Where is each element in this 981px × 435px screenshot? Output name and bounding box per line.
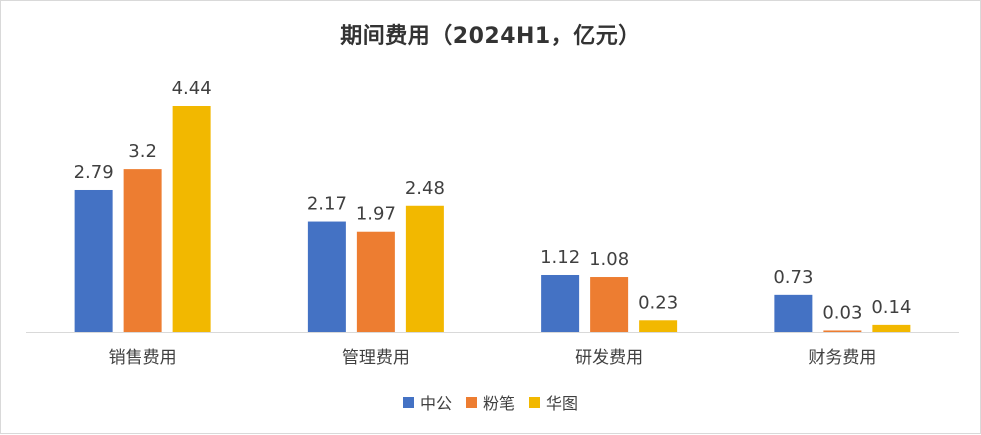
data-label-1-0: 2.17 bbox=[307, 194, 347, 215]
legend-swatch-fenbi bbox=[465, 396, 477, 408]
category-label-1: 管理费用 bbox=[342, 348, 410, 368]
legend-label-zhonggong: 中公 bbox=[419, 394, 452, 413]
data-label-0-0: 2.79 bbox=[74, 162, 114, 183]
bar-0-2 bbox=[172, 106, 211, 332]
data-label-3-2: 0.14 bbox=[871, 297, 911, 318]
legend-label-fenbi: 粉笔 bbox=[482, 394, 515, 413]
data-label-2-0: 1.12 bbox=[540, 247, 580, 268]
bar-1-2 bbox=[405, 205, 444, 332]
bar-3-2 bbox=[872, 324, 911, 332]
legend-label-huatu: 华图 bbox=[546, 394, 579, 413]
data-label-0-1: 3.2 bbox=[128, 141, 157, 162]
legend-swatch-zhonggong bbox=[402, 396, 414, 408]
bar-3-1 bbox=[823, 330, 862, 332]
legend-item-zhonggong: 中公 bbox=[402, 390, 452, 414]
bar-1-1 bbox=[356, 231, 395, 332]
category-label-2: 研发费用 bbox=[575, 348, 643, 368]
bar-2-1 bbox=[590, 277, 629, 332]
bar-2-0 bbox=[541, 274, 580, 332]
data-label-0-2: 4.44 bbox=[172, 78, 212, 99]
bar-1-0 bbox=[307, 221, 346, 332]
legend: 中公 粉笔 华图 bbox=[1, 390, 980, 414]
bar-2-2 bbox=[639, 320, 678, 332]
legend-swatch-huatu bbox=[529, 396, 540, 408]
legend-item-fenbi: 粉笔 bbox=[465, 390, 515, 414]
bar-0-0 bbox=[74, 189, 113, 332]
data-label-2-1: 1.08 bbox=[589, 249, 629, 270]
data-label-1-2: 2.48 bbox=[405, 178, 445, 199]
bar-3-0 bbox=[774, 294, 813, 332]
chart-title: 期间费用（2024H1，亿元） bbox=[340, 24, 641, 49]
category-label-0: 销售费用 bbox=[109, 348, 177, 368]
legend-item-huatu: 华图 bbox=[529, 390, 578, 414]
data-label-2-2: 0.23 bbox=[638, 292, 678, 313]
bar-0-1 bbox=[123, 169, 162, 332]
data-label-1-1: 1.97 bbox=[356, 204, 396, 225]
data-label-3-0: 0.73 bbox=[773, 267, 813, 288]
category-label-3: 财务费用 bbox=[808, 348, 876, 368]
data-label-3-1: 0.03 bbox=[822, 302, 862, 323]
